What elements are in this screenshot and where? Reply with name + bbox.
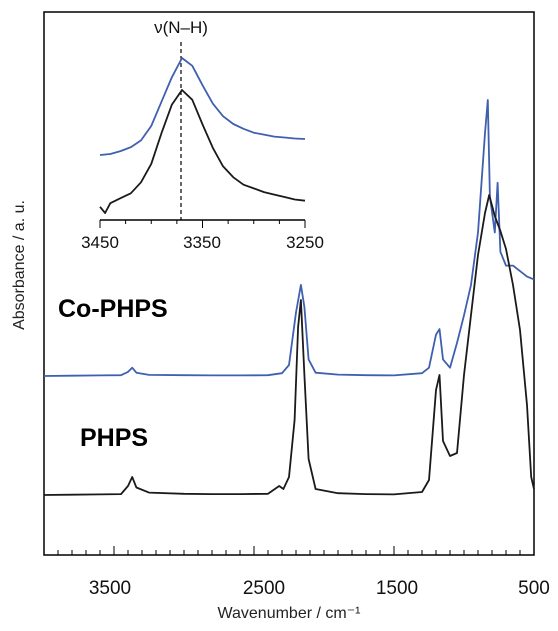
main-x-tick-label: 1500 [376,578,418,599]
nh-marker-label: ν(N–H) [154,18,208,37]
main-x-tick-label: 500 [518,578,550,599]
co-phps-spectrum-line [43,99,535,377]
x-axis-label: Wavenumber / cm⁻¹ [218,605,361,622]
y-axis-label: Absorbance / a. u. [11,200,28,330]
co-phps-label: Co-PHPS [58,295,168,323]
inset-phps-line [99,89,306,214]
inset-x-tick-label: 3350 [183,233,221,252]
inset-plot: ν(N–H) 3450 3350 3250 [81,18,324,252]
main-x-tick-label: 3500 [89,578,131,599]
inset-x-tick-label: 3450 [81,233,119,252]
phps-spectrum-line [43,194,535,496]
main-x-ticks [43,546,535,555]
inset-x-tick-label: 3250 [286,233,324,252]
inset-x-ticks [99,220,306,228]
main-x-tick-label: 2500 [243,578,285,599]
inset-co-phps-line [99,57,306,156]
phps-label: PHPS [80,424,148,452]
main-plot-frame [43,11,535,556]
